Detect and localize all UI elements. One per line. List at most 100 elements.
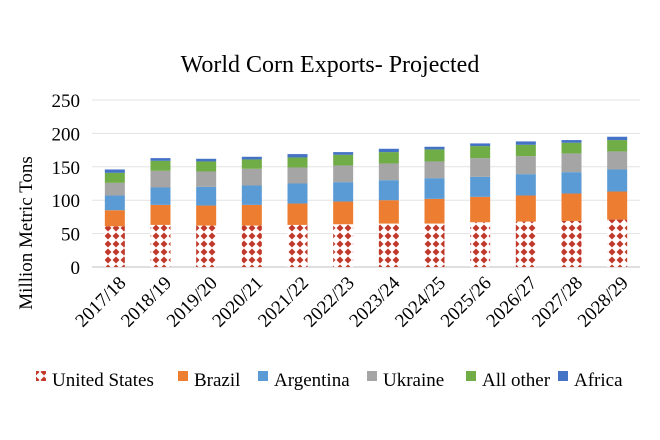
bar-argentina [424,178,445,199]
gridlines [92,99,640,268]
legend-swatch-all-other [466,371,476,381]
bar-brazil [607,191,628,220]
bar-brazil [196,205,217,226]
bar-ukraine [196,171,217,187]
bar-argentina [287,183,308,204]
bar-united-states [241,225,262,267]
bar-argentina [561,172,582,194]
bar-united-states [378,223,399,267]
x-tick-label: 2027/28 [528,273,587,332]
bar-ukraine [515,156,536,175]
y-axis-label: Million Metric Tons [16,156,37,309]
legend-swatch-africa [558,371,568,381]
legend-swatch-brazil [178,371,188,381]
bar-brazil [104,210,125,227]
bars [104,136,628,267]
bar-ukraine [333,165,354,183]
bar-argentina [378,180,399,201]
y-tick-label: 200 [52,124,81,145]
bar-all-other [561,142,582,154]
bar-brazil [515,195,536,222]
y-tick-label: 50 [61,225,80,246]
bar-ukraine [607,151,628,170]
legend-swatch-ukraine [367,371,377,381]
bar-all-other [150,160,171,171]
bar-brazil [561,193,582,221]
bar-ukraine [561,153,582,173]
bar-africa [515,141,536,145]
legend-label-ukraine: Ukraine [383,370,444,391]
legend-label-argentina: Argentina [274,370,350,391]
y-tick-label: 0 [71,258,81,279]
bar-ukraine [424,161,445,179]
bar-argentina [241,185,262,205]
bar-united-states [561,220,582,267]
bar-africa [241,156,262,160]
bar-all-other [378,152,399,164]
bar-all-other [470,146,491,159]
bar-united-states [150,224,171,267]
bar-united-states [607,219,628,267]
x-tick-label: 2019/20 [163,273,222,332]
bar-all-other [241,159,262,169]
legend-swatch-argentina [258,371,268,381]
bar-africa [287,154,308,158]
bar-africa [150,158,171,161]
x-tick-label: 2028/29 [574,273,633,332]
x-tick-label: 2020/21 [208,273,267,332]
bar-argentina [196,186,217,206]
x-tick-label: 2022/23 [300,273,359,332]
bar-argentina [150,187,171,205]
x-tick-label: 2024/25 [391,273,450,332]
bar-argentina [333,182,354,202]
bar-africa [104,169,125,173]
bar-africa [470,143,491,147]
x-tick-label: 2017/18 [71,273,130,332]
bar-united-states [424,223,445,267]
bar-brazil [333,201,354,225]
bar-africa [378,148,399,153]
bar-united-states [104,226,125,267]
x-tick-label: 2025/26 [437,273,496,332]
bar-brazil [470,196,491,223]
legend: United States Brazil Argentina Ukraine All o… [36,370,623,391]
bar-brazil [150,204,171,225]
bar-africa [607,136,628,141]
bar-argentina [607,169,628,192]
bar-africa [561,140,582,143]
bar-united-states [333,224,354,267]
y-tick-label: 250 [52,91,81,112]
bar-argentina [470,176,491,197]
bar-united-states [196,225,217,267]
bar-all-other [424,149,445,162]
bar-all-other [333,154,354,166]
bar-argentina [104,195,125,211]
bar-brazil [378,200,399,224]
bar-brazil [287,203,308,225]
bar-ukraine [150,170,171,188]
x-tick-label: 2026/27 [482,273,541,332]
chart-title: World Corn Exports- Projected [181,52,480,78]
x-axis-ticks: 2017/182018/192019/202020/212021/222022/… [71,272,632,331]
bar-united-states [287,224,308,267]
bar-all-other [104,172,125,183]
y-axis-ticks: 0 50 100 150 200 250 [52,91,81,279]
bar-argentina [515,174,536,196]
legend-label-brazil: Brazil [194,370,240,391]
x-tick-label: 2021/22 [254,273,313,332]
bar-all-other [515,144,536,157]
bar-ukraine [287,167,308,184]
legend-swatch-united-states [36,371,46,381]
bar-all-other [607,140,628,152]
legend-label-united-states: United States [52,370,154,391]
bar-africa [424,146,445,150]
bar-ukraine [378,163,399,181]
bar-all-other [196,161,217,172]
x-tick-label: 2018/19 [117,273,176,332]
bar-brazil [241,204,262,226]
bar-africa [196,158,217,162]
bar-united-states [470,222,491,267]
bar-ukraine [241,168,262,186]
bar-africa [333,152,354,155]
